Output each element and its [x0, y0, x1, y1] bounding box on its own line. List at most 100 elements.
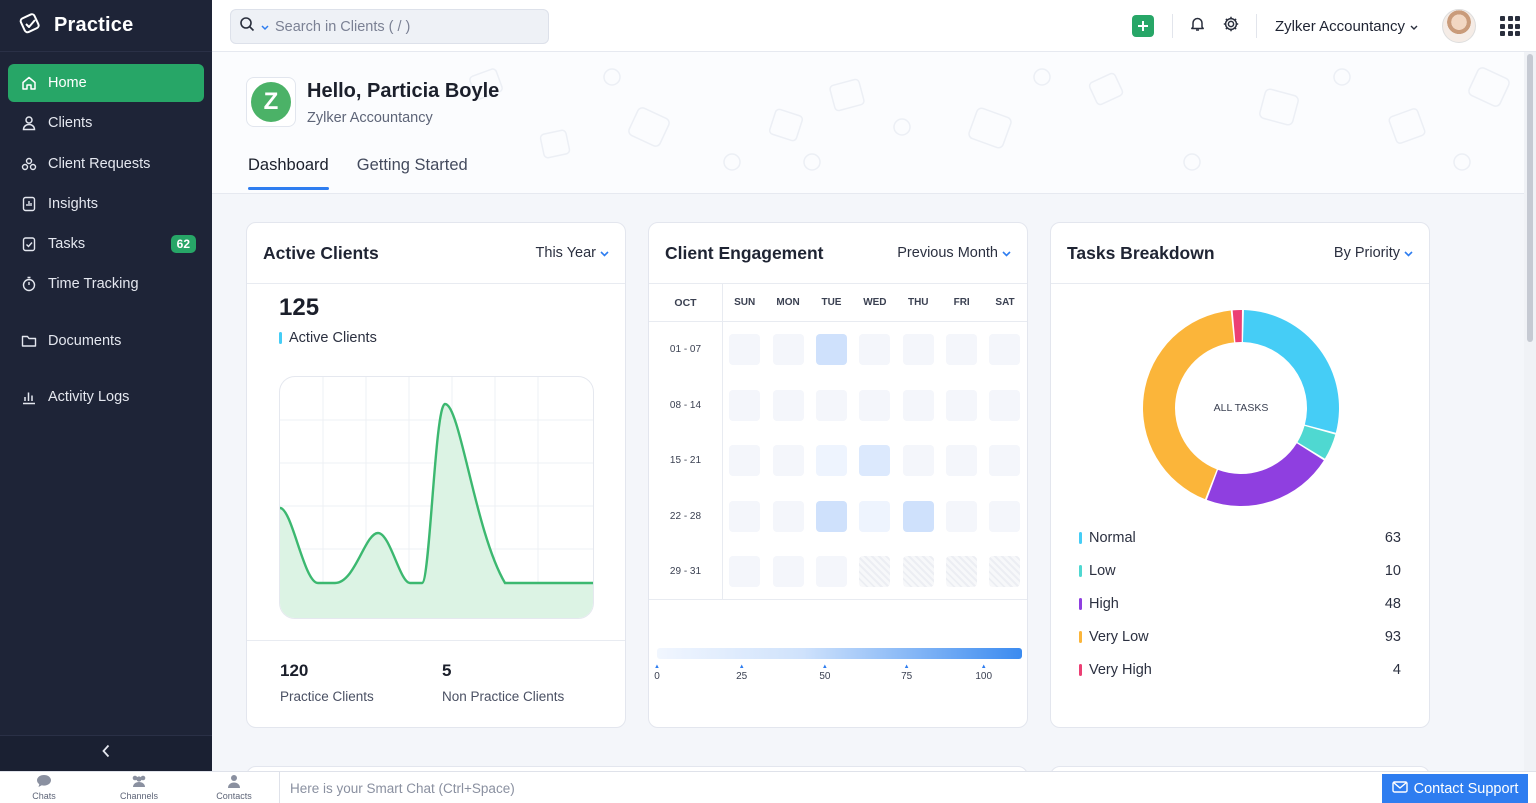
sidebar-item-time-tracking[interactable]: Time Tracking	[8, 265, 204, 303]
heatmap-cell[interactable]	[772, 556, 804, 588]
card-title: Client Engagement	[665, 242, 824, 263]
heatmap-cell[interactable]	[859, 500, 891, 532]
top-actions: Zylker Accountancy	[1131, 0, 1536, 52]
priority-filter-dropdown[interactable]: By Priority	[1334, 245, 1413, 261]
heatmap-cell[interactable]	[946, 445, 978, 477]
chat-bubble-icon	[36, 774, 52, 790]
card-header: Tasks Breakdown By Priority	[1051, 223, 1429, 284]
chats-button[interactable]: Chats	[14, 774, 74, 801]
donut-slice-low[interactable]	[1297, 425, 1336, 459]
heatmap-cell-empty	[859, 556, 891, 588]
donut-slice-very-high[interactable]	[1232, 310, 1242, 343]
heatmap-cell[interactable]	[902, 500, 934, 532]
legend-item-low[interactable]: Low 10	[1079, 554, 1401, 587]
bell-icon[interactable]	[1189, 15, 1206, 37]
heatmap-cell[interactable]	[989, 500, 1021, 532]
tab-dashboard[interactable]: Dashboard	[248, 156, 329, 190]
practice-clients-stat[interactable]: 120 Practice Clients	[280, 661, 374, 704]
heatmap-cell[interactable]	[729, 556, 761, 588]
user-avatar[interactable]	[1442, 9, 1476, 43]
collapse-sidebar-button[interactable]	[0, 735, 212, 771]
sidebar-item-insights[interactable]: Insights	[8, 185, 204, 223]
donut-slice-normal[interactable]	[1242, 310, 1339, 433]
heatmap-cell[interactable]	[815, 445, 847, 477]
heatmap-cell[interactable]	[859, 445, 891, 477]
requests-icon	[20, 155, 38, 173]
scroll-thumb[interactable]	[1527, 54, 1533, 342]
sidebar-item-clients[interactable]: Clients	[8, 104, 204, 142]
heatmap-cell[interactable]	[946, 334, 978, 366]
heatmap-cell[interactable]	[902, 334, 934, 366]
legend-item-very-high[interactable]: Very High 4	[1079, 653, 1401, 686]
practice-clients-label: Practice Clients	[280, 689, 374, 704]
sidebar-item-documents[interactable]: Documents	[8, 322, 204, 360]
heatmap-cell[interactable]	[772, 389, 804, 421]
chevron-left-icon	[101, 744, 111, 763]
heatmap-cell[interactable]	[815, 389, 847, 421]
contacts-button[interactable]: Contacts	[204, 774, 264, 801]
heatmap-cell[interactable]	[859, 389, 891, 421]
smart-chat-input[interactable]: Here is your Smart Chat (Ctrl+Space)	[279, 772, 779, 803]
heatmap-cell[interactable]	[729, 500, 761, 532]
org-name: Zylker Accountancy	[1274, 17, 1405, 35]
legend-swatch	[279, 332, 282, 344]
heatmap-cell[interactable]	[772, 445, 804, 477]
card-title: Tasks Breakdown	[1067, 242, 1215, 263]
search-input[interactable]	[275, 18, 525, 35]
heatmap-cell[interactable]	[815, 500, 847, 532]
period-filter-dropdown[interactable]: Previous Month	[897, 245, 1011, 261]
heatmap-cell[interactable]	[815, 556, 847, 588]
tasks-icon	[20, 235, 38, 253]
legend-item-normal[interactable]: Normal 63	[1079, 521, 1401, 554]
non-practice-clients-stat[interactable]: 5 Non Practice Clients	[442, 661, 564, 704]
heatmap-cell[interactable]	[989, 389, 1021, 421]
legend-item-high[interactable]: High 48	[1079, 587, 1401, 620]
chevron-down-icon	[1404, 245, 1413, 261]
org-switcher[interactable]: Zylker Accountancy	[1275, 18, 1418, 35]
search-scope-chevron-icon[interactable]	[261, 18, 269, 36]
tab-getting-started[interactable]: Getting Started	[356, 156, 468, 174]
sidebar-item-label: Client Requests	[48, 155, 151, 172]
period-filter-dropdown[interactable]: This Year	[536, 245, 609, 261]
legend-item-very-low[interactable]: Very Low 93	[1079, 620, 1401, 653]
donut-slice-very-low[interactable]	[1143, 310, 1235, 500]
heatmap-cell[interactable]	[815, 334, 847, 366]
app-grid-icon[interactable]	[1500, 16, 1520, 36]
heatmap-cell[interactable]	[772, 500, 804, 532]
heatmap-cell[interactable]	[989, 445, 1021, 477]
donut-slice-high[interactable]	[1206, 443, 1324, 506]
filter-label: This Year	[535, 245, 596, 261]
quick-create-button[interactable]	[1131, 15, 1154, 37]
heatmap-cell[interactable]	[946, 389, 978, 421]
sidebar-item-tasks[interactable]: Tasks 62	[8, 225, 204, 263]
mail-icon	[1391, 781, 1408, 797]
heatmap-cell[interactable]	[946, 500, 978, 532]
sidebar: Practice Home Clients Client Requests In…	[0, 0, 212, 771]
heatmap-cell[interactable]	[902, 389, 934, 421]
sidebar-item-activity-logs[interactable]: Activity Logs	[8, 378, 204, 416]
page-scrollbar[interactable]	[1524, 52, 1536, 771]
heatmap-cell[interactable]	[729, 445, 761, 477]
heatmap-cell-empty	[946, 556, 978, 588]
heatmap-row: 01 - 07	[649, 322, 1027, 378]
channels-button[interactable]: Channels	[109, 774, 169, 801]
heatmap-cell[interactable]	[902, 445, 934, 477]
sidebar-item-client-requests[interactable]: Client Requests	[8, 145, 204, 183]
sidebar-nav: Home Clients Client Requests Insights Ta…	[0, 52, 212, 430]
sidebar-item-home[interactable]: Home	[8, 64, 204, 102]
folder-icon	[20, 332, 38, 350]
heatmap-cell[interactable]	[729, 334, 761, 366]
contact-support-button[interactable]: Contact Support	[1382, 774, 1528, 803]
heatmap-cell[interactable]	[989, 334, 1021, 366]
brand[interactable]: Practice	[0, 0, 212, 52]
heatmap-week: 22 - 28	[649, 488, 723, 544]
heatmap-cell[interactable]	[772, 334, 804, 366]
gear-icon[interactable]	[1222, 15, 1240, 38]
heatmap-cell[interactable]	[729, 389, 761, 421]
active-clients-total: 125	[279, 294, 320, 321]
active-clients-card: Active Clients This Year 125 Active Clie…	[246, 222, 626, 728]
heatmap-day: WED	[863, 297, 887, 308]
heatmap-cell[interactable]	[859, 334, 891, 366]
search-box[interactable]	[230, 9, 549, 44]
search-icon[interactable]	[239, 16, 255, 37]
